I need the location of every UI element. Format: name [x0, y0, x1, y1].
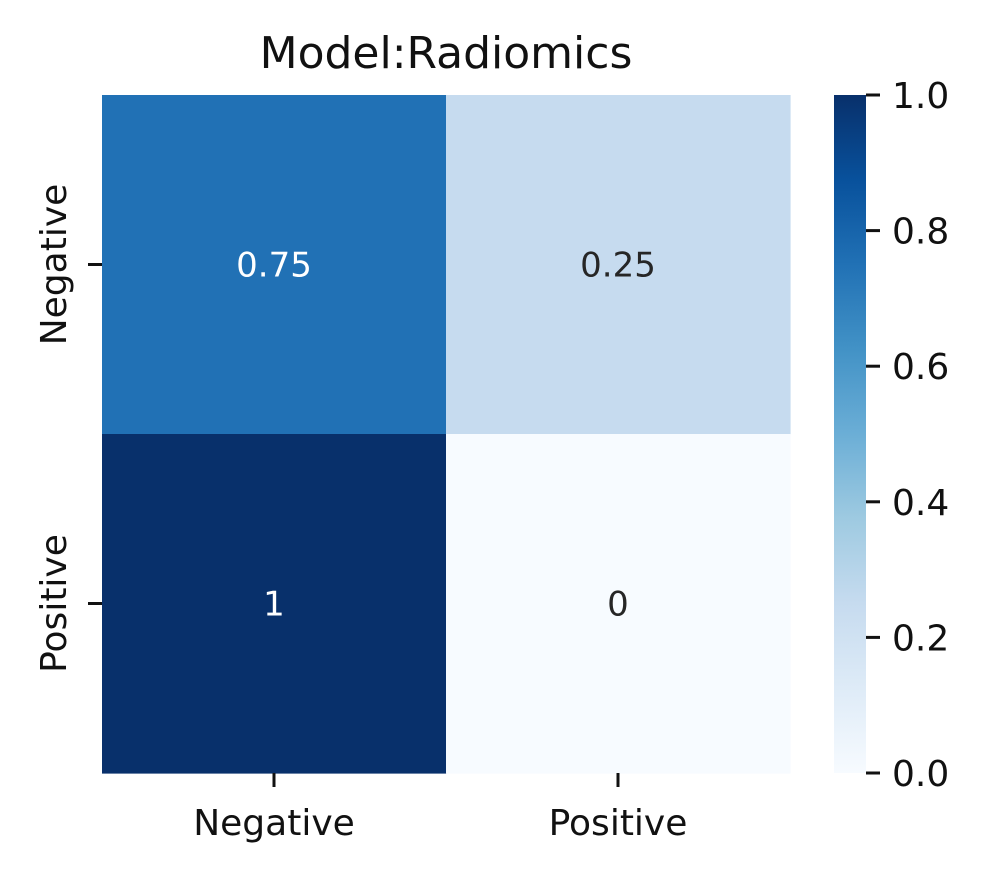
colorbar-ticks: 0.0 0.2 0.4 0.6 0.8 1.0 — [866, 76, 949, 795]
y-tick-label-1: Positive — [34, 534, 75, 673]
x-axis: Negative Positive — [193, 773, 687, 844]
colorbar-tick-label-3: 0.6 — [892, 347, 949, 388]
cell-labels: 0.75 0.25 1 0 — [236, 246, 656, 625]
cell-value-label-0-0: 0.75 — [236, 246, 312, 286]
y-axis: Negative Positive — [34, 184, 102, 673]
heatmap-cell-1-0 — [102, 434, 447, 774]
colorbar-tick-label-0: 0.0 — [892, 754, 949, 795]
x-tick-label-1: Positive — [549, 803, 688, 844]
cell-value-label-1-0: 1 — [263, 585, 285, 625]
colorbar-tick-label-5: 1.0 — [892, 76, 949, 117]
cell-value-label-0-1: 0.25 — [580, 246, 656, 286]
cell-value-label-1-1: 0 — [607, 585, 629, 625]
colorbar-tick-label-4: 0.8 — [892, 212, 949, 253]
heatmap-cells — [102, 95, 791, 774]
chart-title: Model:Radiomics — [260, 28, 633, 79]
colorbar-tick-label-1: 0.2 — [892, 618, 949, 659]
colorbar-tick-label-2: 0.4 — [892, 483, 949, 524]
heatmap-cell-0-0 — [102, 95, 447, 435]
x-tick-label-0: Negative — [193, 803, 355, 844]
y-tick-label-0: Negative — [34, 184, 75, 346]
colorbar: 0.0 0.2 0.4 0.6 0.8 1.0 — [834, 76, 949, 795]
colorbar-gradient — [834, 95, 866, 773]
heatmap-cell-1-1 — [446, 434, 791, 774]
heatmap-cell-0-1 — [446, 95, 791, 435]
